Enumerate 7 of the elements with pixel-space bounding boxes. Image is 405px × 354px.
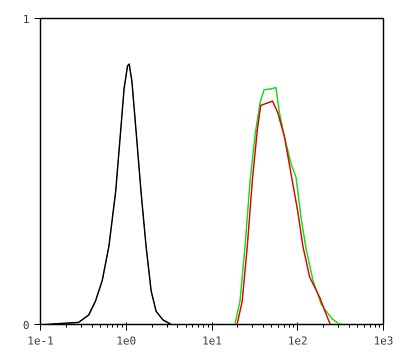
y-tick-label: 1 xyxy=(22,13,30,26)
x-tick-label: 1e0 xyxy=(116,334,136,348)
x-tick-label: 1e-1 xyxy=(27,334,54,348)
x-tick-label: 1e1 xyxy=(202,334,222,348)
x-tick-label: 1e2 xyxy=(288,334,308,348)
x-tick-label: 1e3 xyxy=(374,334,394,348)
y-tick-label: 0 xyxy=(22,319,30,332)
